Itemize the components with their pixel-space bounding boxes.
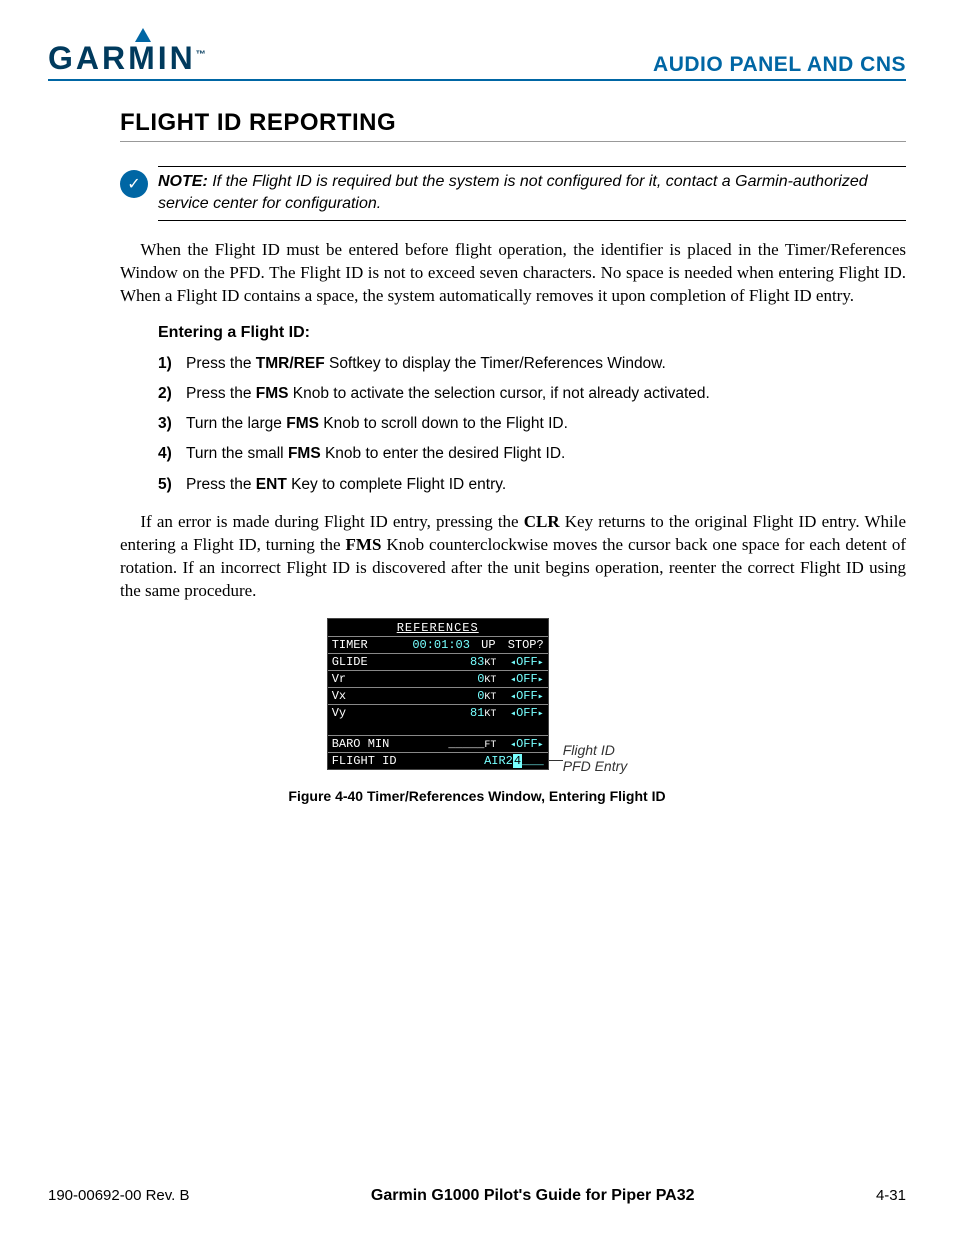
pfd-table: TIMER 00:01:03 UP STOP? GLIDE83KT◂OFF▸Vr… <box>328 636 548 769</box>
step-key: FMS <box>288 445 321 462</box>
logo-tm: ™ <box>196 49 206 60</box>
step-item: 1)Press the TMR/REF Softkey to display t… <box>158 354 906 374</box>
fid-value: AIR24___ <box>406 752 548 769</box>
garmin-logo: GARMIN™ <box>48 30 206 77</box>
page-header: GARMIN™ AUDIO PANEL AND CNS <box>48 30 906 81</box>
section-title: AUDIO PANEL AND CNS <box>653 53 906 77</box>
pfd-speed-row: Vx0KT◂OFF▸ <box>328 688 548 705</box>
pfd-speed-row: Vr0KT◂OFF▸ <box>328 671 548 688</box>
p2-fms: FMS <box>346 535 382 554</box>
row-val: 0KT <box>406 671 501 688</box>
p2-a: If an error is made during Flight ID ent… <box>140 512 523 531</box>
pfd-flightid-row: FLIGHT ID AIR24___ <box>328 752 548 769</box>
pfd-baro-row: BARO MIN _____FT ◂OFF▸ <box>328 735 548 752</box>
figure-callout: Flight ID PFD Entry <box>563 742 628 774</box>
row-label: Vy <box>328 705 406 722</box>
timer-dir: UP <box>476 637 500 654</box>
note-body: If the Flight ID is required but the sys… <box>158 173 868 212</box>
row-state: ◂OFF▸ <box>500 654 547 671</box>
row-val: 83KT <box>406 654 501 671</box>
step-key: FMS <box>256 385 289 402</box>
steps-list: 1)Press the TMR/REF Softkey to display t… <box>158 354 906 495</box>
baro-val: _____FT <box>406 735 501 752</box>
pfd-speed-row: GLIDE83KT◂OFF▸ <box>328 654 548 671</box>
logo-text: GARMIN <box>48 40 196 76</box>
page-footer: 190-00692-00 Rev. B Garmin G1000 Pilot's… <box>48 1187 906 1205</box>
step-key: FMS <box>286 415 319 432</box>
pfd-title: REFERENCES <box>328 619 548 636</box>
step-num: 4) <box>158 444 172 464</box>
note-text: NOTE: If the Flight ID is required but t… <box>158 166 906 221</box>
subheading-entering: Entering a Flight ID: <box>158 324 906 342</box>
footer-left: 190-00692-00 Rev. B <box>48 1187 189 1204</box>
row-label: Vr <box>328 671 406 688</box>
paragraph-1: When the Flight ID must be entered befor… <box>120 239 906 308</box>
timer-value: 00:01:03 <box>406 637 476 654</box>
pfd-window: REFERENCES TIMER 00:01:03 UP STOP? GLIDE… <box>327 618 549 770</box>
pfd-timer-row: TIMER 00:01:03 UP STOP? <box>328 637 548 654</box>
row-state: ◂OFF▸ <box>500 688 547 705</box>
step-num: 1) <box>158 354 172 374</box>
step-num: 2) <box>158 384 172 404</box>
baro-state: ◂OFF▸ <box>500 735 547 752</box>
pfd-spacer <box>328 721 548 735</box>
pfd-speed-row: Vy81KT◂OFF▸ <box>328 705 548 722</box>
note-block: ✓ NOTE: If the Flight ID is required but… <box>120 166 906 221</box>
logo-triangle-icon <box>135 28 151 42</box>
row-label: Vx <box>328 688 406 705</box>
step-item: 5)Press the ENT Key to complete Flight I… <box>158 475 906 495</box>
step-num: 3) <box>158 414 172 434</box>
baro-label: BARO MIN <box>328 735 406 752</box>
row-label: GLIDE <box>328 654 406 671</box>
figure-caption: Figure 4-40 Timer/References Window, Ent… <box>48 788 906 804</box>
p2-clr: CLR <box>524 512 560 531</box>
step-key: TMR/REF <box>256 355 325 372</box>
timer-label: TIMER <box>328 637 406 654</box>
figure-wrap: REFERENCES TIMER 00:01:03 UP STOP? GLIDE… <box>48 618 906 774</box>
row-val: 0KT <box>406 688 501 705</box>
page-title: FLIGHT ID REPORTING <box>120 109 906 142</box>
row-state: ◂OFF▸ <box>500 671 547 688</box>
row-state: ◂OFF▸ <box>500 705 547 722</box>
note-icon: ✓ <box>120 170 148 198</box>
callout-line2: PFD Entry <box>563 758 628 774</box>
callout-line1: Flight ID <box>563 742 628 758</box>
row-val: 81KT <box>406 705 501 722</box>
note-label: NOTE: <box>158 173 208 190</box>
paragraph-2: If an error is made during Flight ID ent… <box>120 511 906 603</box>
step-item: 2)Press the FMS Knob to activate the sel… <box>158 384 906 404</box>
step-num: 5) <box>158 475 172 495</box>
step-item: 3)Turn the large FMS Knob to scroll down… <box>158 414 906 434</box>
step-item: 4)Turn the small FMS Knob to enter the d… <box>158 444 906 464</box>
footer-mid: Garmin G1000 Pilot's Guide for Piper PA3… <box>371 1187 695 1205</box>
timer-state: STOP? <box>500 637 547 654</box>
footer-right: 4-31 <box>876 1187 906 1204</box>
step-key: ENT <box>256 476 287 493</box>
fid-label: FLIGHT ID <box>328 752 406 769</box>
